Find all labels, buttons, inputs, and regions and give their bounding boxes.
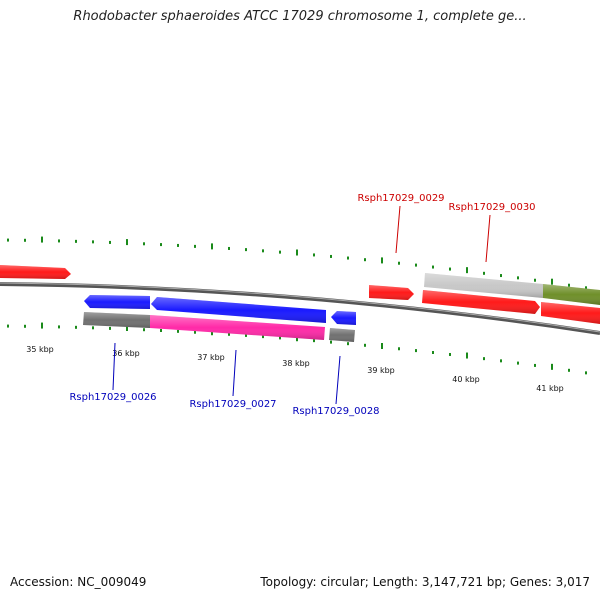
footer-topology: Topology: circular; Length: 3,147,721 bp… [260, 575, 590, 589]
chromosome-backbone [0, 282, 600, 335]
scale-label-35kbp: 35 kbp [26, 345, 54, 354]
gene-bar-dark-gray-0028[interactable] [329, 328, 355, 342]
gene-bar-pink-0027[interactable] [150, 315, 325, 340]
footer-accession: Accession: NC_009049 [10, 575, 147, 589]
gene-bar-light-gray[interactable] [424, 273, 543, 298]
gene-label-rsph17029-0028[interactable]: Rsph17029_0028 [292, 406, 379, 417]
callout-line-0029 [395, 205, 401, 254]
inner-tick-row [7, 322, 587, 375]
chromosome-backbone-highlight [0, 282, 600, 333]
gene-arrow-rsph17029-0028[interactable] [331, 311, 356, 325]
gene-bar-dark-gray-0026[interactable] [83, 312, 150, 328]
gene-label-rsph17029-0030[interactable]: Rsph17029_0030 [448, 202, 535, 213]
gene-arrow-left-edge[interactable] [0, 265, 71, 279]
gene-arrow-right-edge[interactable] [541, 302, 600, 324]
gene-label-rsph17029-0027[interactable]: Rsph17029_0027 [189, 399, 276, 410]
callout-line-0028 [335, 355, 341, 405]
gene-label-rsph17029-0026[interactable]: Rsph17029_0026 [69, 392, 156, 403]
outer-tick-row [7, 236, 587, 290]
callout-line-0027 [232, 349, 237, 397]
callout-line-0030 [485, 214, 491, 263]
scale-label-36kbp: 36 kbp [112, 349, 140, 358]
gene-arrow-rsph17029-0026[interactable] [84, 295, 150, 309]
scale-label-37kbp: 37 kbp [197, 353, 225, 362]
gene-arrow-rsph17029-0030[interactable] [422, 290, 540, 314]
callout-line-0026 [112, 342, 116, 391]
gene-arrow-rsph17029-0029[interactable] [369, 285, 414, 300]
scale-label-38kbp: 38 kbp [282, 359, 310, 368]
scale-label-39kbp: 39 kbp [367, 366, 395, 375]
gene-arrow-rsph17029-0027[interactable] [151, 297, 326, 323]
gene-bar-olive[interactable] [543, 284, 600, 305]
map-title: Rhodobacter sphaeroides ATCC 17029 chrom… [73, 9, 527, 24]
scale-label-40kbp: 40 kbp [452, 375, 480, 384]
scale-label-41kbp: 41 kbp [536, 384, 564, 393]
gene-label-rsph17029-0029[interactable]: Rsph17029_0029 [357, 193, 444, 204]
